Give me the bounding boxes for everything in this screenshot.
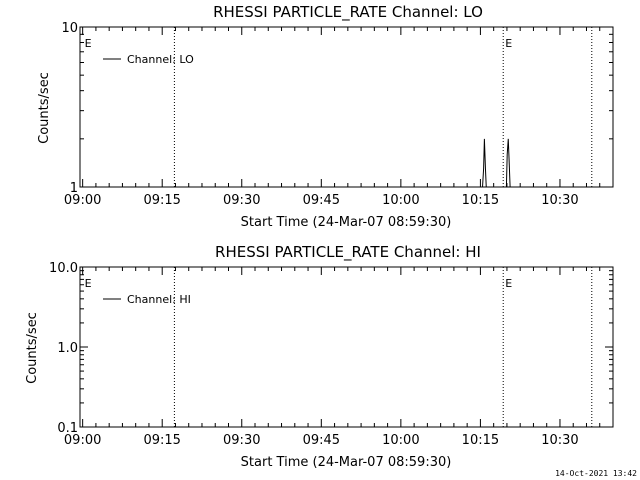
panel-lo-ylabel: Counts/sec <box>37 72 52 144</box>
x-tick-label: 10:00 <box>382 193 419 208</box>
panel-hi-title: RHESSI PARTICLE_RATE Channel: HI <box>215 243 481 262</box>
x-tick-label: 09:00 <box>64 433 101 448</box>
y-tick-label: 1.0 <box>57 341 78 356</box>
panel-hi-xlabel: Start Time (24-Mar-07 08:59:30) <box>241 455 452 470</box>
x-tick-label: 09:15 <box>143 193 180 208</box>
y-tick-label: 10 <box>61 21 78 36</box>
y-tick-label: 1 <box>70 181 78 196</box>
event-marker-label: E <box>505 37 512 50</box>
x-tick-label: 09:30 <box>223 433 260 448</box>
footer-timestamp: 14-Oct-2021 13:42 <box>555 469 637 478</box>
x-tick-label: 09:45 <box>303 193 340 208</box>
y-tick-label: 10.0 <box>49 261 78 276</box>
panel-lo: RHESSI PARTICLE_RATE Channel: LO Start T… <box>37 3 483 230</box>
x-tick-label: 10:00 <box>382 433 419 448</box>
panel-lo-title: RHESSI PARTICLE_RATE Channel: LO <box>213 3 483 22</box>
panel-lo-legend-label: Channel: LO <box>127 53 194 66</box>
x-tick-label: 10:15 <box>462 433 499 448</box>
x-tick-label: 09:15 <box>143 433 180 448</box>
x-tick-label: 10:15 <box>462 193 499 208</box>
x-tick-label: 09:30 <box>223 193 260 208</box>
y-tick-label: 0.1 <box>57 421 78 436</box>
panel-hi: RHESSI PARTICLE_RATE Channel: HI Start T… <box>25 243 481 470</box>
panel-lo-plot: 09:00 09:15 09:30 09:45 10:00 10:15 10:30 1 10 E E <box>61 21 614 208</box>
event-marker-label: E <box>85 277 92 290</box>
panel-hi-legend-label: Channel: HI <box>127 293 191 306</box>
x-tick-label: 10:30 <box>541 433 578 448</box>
event-marker-label: E <box>85 37 92 50</box>
panel-lo-xlabel: Start Time (24-Mar-07 08:59:30) <box>241 215 452 230</box>
series-line-lo <box>82 138 613 188</box>
x-tick-label: 09:45 <box>303 433 340 448</box>
panel-hi-plot: 09:00 09:15 09:30 09:45 10:00 10:15 10:30 0.1 1.… <box>49 261 614 448</box>
x-tick-label: 09:00 <box>64 193 101 208</box>
event-marker-label: E <box>505 277 512 290</box>
panel-hi-ylabel: Counts/sec <box>25 312 40 384</box>
x-tick-label: 10:30 <box>541 193 578 208</box>
